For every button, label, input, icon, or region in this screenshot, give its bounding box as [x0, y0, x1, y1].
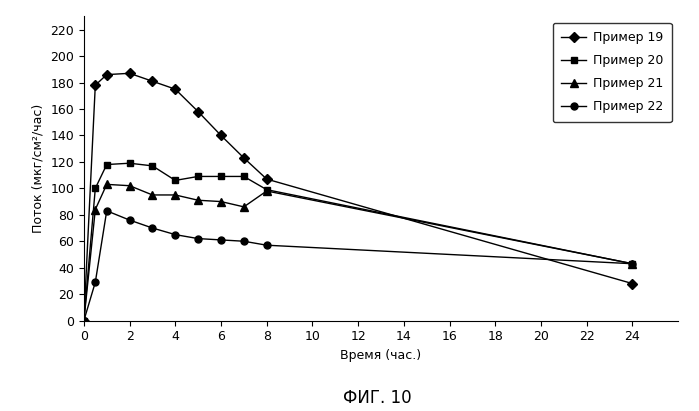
Line: Пример 21: Пример 21	[80, 180, 637, 325]
Пример 19	[217, 133, 225, 138]
Пример 20	[103, 162, 111, 167]
Пример 20	[171, 178, 180, 183]
Пример 19	[194, 109, 202, 114]
Пример 22	[217, 238, 225, 242]
Пример 21	[103, 182, 111, 187]
Пример 22	[240, 239, 248, 244]
Legend: Пример 19, Пример 20, Пример 21, Пример 22: Пример 19, Пример 20, Пример 21, Пример …	[553, 23, 672, 122]
Пример 20	[194, 174, 202, 179]
Line: Пример 22: Пример 22	[80, 208, 636, 324]
Пример 21	[263, 189, 271, 194]
Пример 21	[240, 204, 248, 209]
Пример 22	[148, 226, 157, 231]
Пример 22	[171, 232, 180, 237]
Пример 21	[628, 261, 637, 266]
Пример 19	[628, 281, 637, 286]
Пример 19	[240, 155, 248, 160]
Пример 20	[240, 174, 248, 179]
Пример 19	[263, 177, 271, 182]
Пример 20	[80, 318, 88, 323]
Пример 20	[217, 174, 225, 179]
Пример 21	[148, 192, 157, 197]
Пример 19	[80, 318, 88, 323]
Пример 19	[148, 79, 157, 84]
Пример 22	[91, 280, 99, 285]
Пример 19	[91, 83, 99, 88]
Пример 19	[171, 87, 180, 92]
Пример 20	[148, 164, 157, 169]
Пример 21	[171, 192, 180, 197]
Пример 21	[217, 199, 225, 204]
Пример 22	[80, 318, 88, 323]
X-axis label: Время (час.): Время (час.)	[340, 349, 421, 362]
Пример 21	[80, 318, 88, 323]
Пример 21	[125, 183, 134, 188]
Text: ФИГ. 10: ФИГ. 10	[343, 389, 412, 407]
Пример 20	[91, 186, 99, 191]
Line: Пример 20: Пример 20	[80, 160, 636, 324]
Пример 22	[263, 243, 271, 248]
Пример 22	[628, 261, 637, 266]
Пример 19	[103, 72, 111, 77]
Line: Пример 19: Пример 19	[80, 70, 636, 324]
Пример 22	[125, 217, 134, 222]
Y-axis label: Поток (мкг/см²/час): Поток (мкг/см²/час)	[31, 104, 45, 233]
Пример 21	[194, 198, 202, 203]
Пример 20	[263, 187, 271, 192]
Пример 19	[125, 71, 134, 76]
Пример 21	[91, 207, 99, 212]
Пример 22	[194, 236, 202, 241]
Пример 20	[125, 161, 134, 166]
Пример 20	[628, 261, 637, 266]
Пример 22	[103, 208, 111, 213]
